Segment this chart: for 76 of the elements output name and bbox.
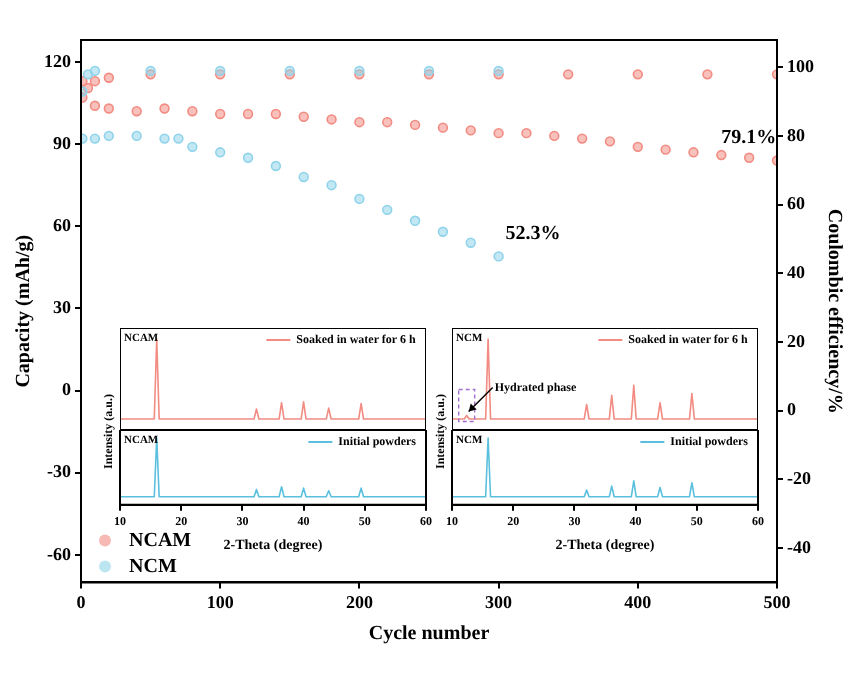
annotation: 79.1% <box>721 126 777 149</box>
y2-tick-label: 100 <box>787 56 815 77</box>
point <box>409 119 421 131</box>
point <box>326 179 337 191</box>
y-tick-label: 30 <box>53 297 72 318</box>
point <box>242 108 254 120</box>
point <box>521 127 532 139</box>
point <box>702 69 713 80</box>
point <box>89 100 101 111</box>
y2-tick-label: 0 <box>787 399 797 420</box>
point <box>103 130 115 142</box>
point <box>159 133 170 144</box>
point <box>632 69 643 80</box>
point <box>187 106 198 117</box>
point <box>215 147 226 158</box>
y2-tick-label: -20 <box>787 468 812 489</box>
point <box>382 116 393 128</box>
point <box>131 106 142 117</box>
point <box>576 133 588 144</box>
point <box>632 141 643 153</box>
point <box>465 237 476 248</box>
x-tick-label: 400 <box>624 591 653 612</box>
point <box>187 141 198 153</box>
point <box>298 111 309 122</box>
point <box>270 160 282 172</box>
point <box>493 251 504 262</box>
point <box>270 108 282 120</box>
y2-tick-label: 20 <box>787 330 806 351</box>
point <box>493 127 504 139</box>
point <box>103 103 115 114</box>
y-tick-label: -60 <box>47 543 72 564</box>
x-axis-title: Cycle number <box>368 623 491 646</box>
point <box>563 69 574 80</box>
point <box>465 125 476 136</box>
y2-axis-title: Coulombic efficiency/% <box>822 208 845 414</box>
y-axis-title: Capacity (mAh/g) <box>13 234 36 388</box>
y-tick-label: 90 <box>53 132 72 153</box>
point <box>159 103 170 114</box>
point <box>382 204 393 216</box>
y-tick-label: 60 <box>53 214 72 235</box>
y2-tick-label: 80 <box>787 124 806 145</box>
y-tick-label: 0 <box>62 379 72 400</box>
x-tick-label: 100 <box>206 591 235 612</box>
y-tick-label: -30 <box>47 461 72 482</box>
point <box>298 171 309 183</box>
y2-tick-label: 60 <box>787 193 806 214</box>
point <box>688 147 699 158</box>
y-tick-label: 120 <box>44 50 72 71</box>
point <box>215 108 226 120</box>
point <box>437 226 449 237</box>
point <box>326 114 337 125</box>
point <box>409 215 421 226</box>
point <box>89 75 101 87</box>
point <box>131 130 142 142</box>
point <box>604 136 616 147</box>
legend-label: NCM <box>129 555 178 578</box>
point <box>354 193 365 205</box>
point <box>716 149 727 161</box>
point <box>89 133 101 144</box>
point <box>242 152 254 163</box>
x-tick-label: 300 <box>485 591 514 612</box>
point <box>743 152 755 163</box>
y2-tick-label: 40 <box>787 262 806 283</box>
point <box>660 144 671 155</box>
point <box>103 72 115 83</box>
point <box>437 122 449 133</box>
y2-tick-label: -40 <box>787 536 812 557</box>
legend-label: NCAM <box>129 529 193 552</box>
point <box>89 65 101 77</box>
x-tick-label: 500 <box>763 591 792 612</box>
point <box>549 130 560 142</box>
x-tick-label: 200 <box>345 591 374 612</box>
point <box>354 116 365 128</box>
point <box>173 133 184 144</box>
annotation: 52.3% <box>505 222 561 245</box>
x-tick-label: 0 <box>76 591 87 612</box>
